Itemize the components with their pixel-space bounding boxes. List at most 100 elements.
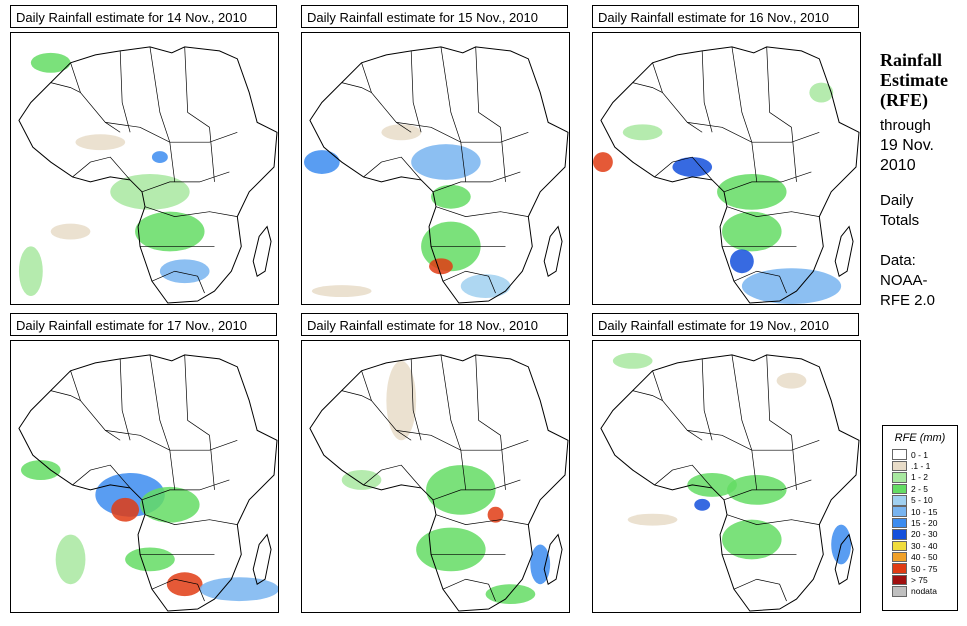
africa-rainfall-map (10, 32, 279, 305)
rainfall-area (717, 173, 787, 210)
rainfall-area (460, 274, 511, 299)
legend-swatch (892, 529, 907, 540)
panel-title: Daily Rainfall estimate for 15 Nov., 201… (301, 5, 568, 28)
map-svg (303, 46, 569, 304)
country-border (151, 270, 205, 294)
map-svg (600, 352, 860, 612)
country-border (731, 354, 753, 451)
period-line: Daily (880, 192, 914, 209)
legend-item: 0 - 1 (883, 449, 957, 460)
rainfall-area (381, 124, 422, 141)
rainfall-area (303, 150, 340, 174)
rainfall-area (776, 372, 807, 389)
rainfall-area (809, 82, 834, 103)
africa-rainfall-map (592, 32, 861, 305)
rainfall-area (341, 470, 382, 490)
country-border (723, 171, 812, 193)
country-border (500, 435, 506, 490)
source-line: RFE 2.0 (880, 292, 936, 309)
country-border (440, 354, 462, 451)
legend-swatch (892, 472, 907, 483)
country-border (410, 358, 422, 441)
country-border (435, 514, 529, 525)
country-border (50, 390, 81, 401)
rainfall-area (485, 584, 536, 605)
legend-label: 30 - 40 (911, 540, 938, 551)
country-border (460, 450, 467, 490)
country-border (766, 354, 792, 436)
country-border (751, 142, 758, 182)
country-border (654, 156, 713, 181)
legend-swatch (892, 551, 907, 563)
source-line: Data: (880, 252, 916, 269)
legend-swatch (892, 449, 907, 460)
country-border (687, 430, 820, 451)
country-border (751, 450, 758, 490)
africa-coastline (309, 46, 569, 304)
rainfall-area (593, 152, 613, 172)
country-border (72, 464, 131, 489)
country-border (105, 122, 238, 143)
country-border (687, 122, 820, 143)
rainfall-area (135, 211, 205, 252)
rainfall-area (140, 486, 200, 523)
country-border (726, 514, 820, 525)
country-border (361, 62, 412, 133)
country-border (105, 430, 238, 451)
legend-item: 1 - 2 (883, 472, 957, 483)
africa-coastline (309, 354, 569, 612)
map-panel-4: Daily Rainfall estimate for 17 Nov., 201… (10, 313, 279, 613)
panel-title: Daily Rainfall estimate for 17 Nov., 201… (10, 313, 277, 336)
legend-item: 5 - 10 (883, 495, 957, 506)
madagascar-outline (252, 225, 272, 277)
legend-item: nodata (883, 586, 957, 597)
country-border (432, 171, 521, 193)
legend-swatch (892, 495, 907, 506)
map-svg (593, 46, 860, 304)
map-panel-2: Daily Rainfall estimate for 15 Nov., 201… (301, 5, 570, 305)
legend-item: > 75 (883, 574, 957, 586)
rainfall-area (75, 134, 126, 151)
country-border (141, 479, 230, 501)
country-border (119, 50, 131, 133)
country-border (149, 46, 171, 143)
country-border (396, 430, 529, 451)
legend-swatch (892, 540, 907, 552)
rainfall-area (311, 285, 372, 298)
legend-item: 50 - 75 (883, 563, 957, 574)
through-block: through 19 Nov. 2010 (880, 116, 965, 176)
country-border (701, 50, 713, 133)
country-border (791, 435, 797, 490)
country-border (723, 479, 812, 501)
rainfall-area (722, 519, 782, 560)
legend-label: 2 - 5 (911, 483, 929, 494)
legend-swatch (892, 483, 907, 495)
legend-label: 50 - 75 (911, 563, 938, 574)
madagascar-outline (834, 533, 854, 585)
country-border (701, 358, 713, 441)
rainfall-area (431, 184, 471, 209)
map-svg (18, 354, 278, 612)
title-line: (RFE) (880, 90, 928, 110)
map-panel-3: Daily Rainfall estimate for 16 Nov., 201… (592, 5, 861, 305)
country-border (119, 358, 131, 441)
country-border (72, 156, 131, 181)
rainfall-area (110, 173, 190, 210)
country-border (70, 370, 121, 441)
legend-label: 15 - 20 (911, 518, 938, 529)
country-border (209, 435, 215, 490)
country-border (652, 62, 703, 133)
map-panel-5: Daily Rainfall estimate for 18 Nov., 201… (301, 313, 570, 613)
country-border (791, 127, 797, 182)
legend-label: 40 - 50 (911, 552, 938, 563)
rainfall-area (622, 124, 663, 141)
rainfall-area (741, 268, 842, 304)
rainfall-area (151, 151, 168, 164)
country-border (169, 450, 176, 490)
rainfall-area (487, 506, 504, 523)
country-border (475, 46, 501, 128)
legend-title: RFE (mm) (894, 432, 946, 444)
legend-label: 1 - 2 (911, 472, 929, 483)
panel-title: Daily Rainfall estimate for 18 Nov., 201… (301, 313, 568, 336)
legend-swatch (892, 563, 907, 574)
